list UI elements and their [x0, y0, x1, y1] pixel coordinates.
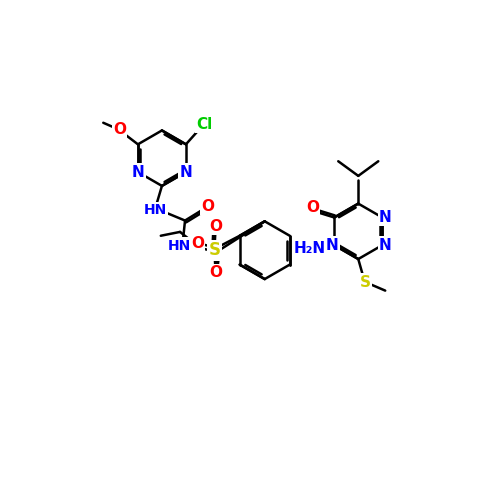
Text: O: O	[306, 200, 319, 215]
Text: O: O	[209, 265, 222, 280]
Text: O: O	[209, 266, 222, 281]
Text: S: S	[360, 274, 370, 289]
Text: HN: HN	[144, 203, 167, 217]
Text: N: N	[379, 210, 392, 225]
Text: O: O	[191, 236, 204, 251]
Text: N: N	[379, 238, 392, 252]
Text: N: N	[326, 238, 338, 252]
Text: S: S	[208, 241, 220, 259]
Text: HN: HN	[168, 238, 191, 252]
Text: N: N	[180, 164, 192, 180]
Text: H₂N: H₂N	[294, 241, 326, 256]
Text: O: O	[113, 122, 126, 137]
Text: N: N	[132, 164, 144, 180]
Text: O: O	[209, 219, 222, 234]
Text: O: O	[202, 199, 214, 214]
Text: Cl: Cl	[196, 117, 212, 132]
